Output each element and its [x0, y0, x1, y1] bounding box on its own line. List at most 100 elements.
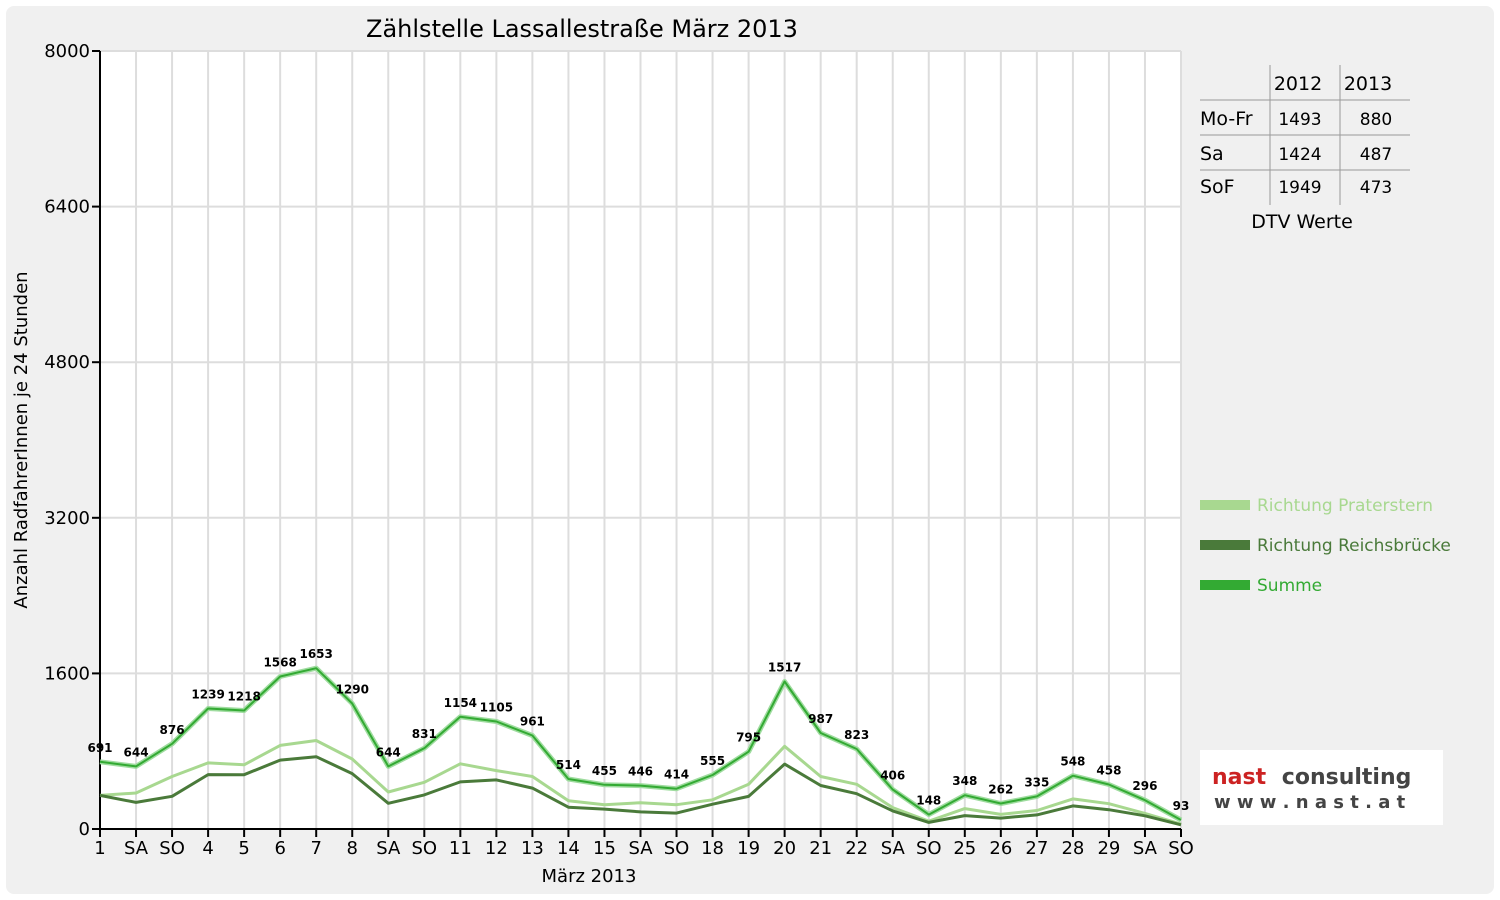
x-tick-label: 14 [557, 838, 580, 859]
dtv-cell: 487 [1360, 145, 1392, 165]
data-label: 93 [1173, 799, 1190, 813]
x-tick-label: 22 [845, 838, 868, 859]
y-tick-label: 0 [79, 819, 90, 840]
x-tick-label: 26 [989, 838, 1012, 859]
data-label: 1568 [263, 656, 296, 670]
x-tick-label: 8 [347, 838, 358, 859]
legend-label-summe: Summe [1257, 576, 1322, 596]
series-lines [99, 665, 1183, 827]
data-label: 1154 [444, 696, 477, 710]
data-label: 1105 [480, 701, 513, 715]
x-tick-label: 4 [202, 838, 213, 859]
x-tick-label: SA [124, 838, 149, 859]
legend: Richtung Praterstern Richtung Reichsbrüc… [1200, 496, 1451, 596]
data-label: 795 [736, 731, 761, 745]
data-label: 644 [124, 745, 149, 759]
x-tick-label: 19 [737, 838, 760, 859]
data-label: 335 [1024, 775, 1049, 789]
data-label: 458 [1096, 763, 1121, 777]
data-label: 296 [1132, 779, 1157, 793]
x-tick-label: 7 [310, 838, 321, 859]
logo-url: w w w . n a s t . a t [1214, 792, 1406, 813]
data-label: 348 [952, 774, 977, 788]
data-label: 514 [556, 758, 581, 772]
dtv-header-2013: 2013 [1344, 73, 1392, 95]
logo-word-consulting: consulting [1282, 765, 1412, 790]
dtv-caption: DTV Werte [1251, 211, 1353, 233]
legend-label-praterstern: Richtung Praterstern [1257, 496, 1433, 516]
dtv-header-2012: 2012 [1274, 73, 1322, 95]
data-label: 1290 [336, 683, 369, 697]
x-tick-label: SA [628, 838, 653, 859]
y-axis-ticks: 0 1600 3200 4800 6400 8000 [44, 41, 100, 840]
x-tick-label: SO [159, 838, 185, 859]
series-line-1 [99, 755, 1182, 827]
x-tick-label: 11 [449, 838, 472, 859]
x-tick-label: 21 [809, 838, 832, 859]
data-label: 262 [988, 783, 1013, 797]
x-tick-label: SA [376, 838, 401, 859]
data-label: 876 [160, 723, 185, 737]
dtv-cell: 1949 [1278, 178, 1321, 198]
dtv-cell: 1424 [1278, 145, 1321, 165]
x-tick-label: 1 [94, 838, 105, 859]
x-tick-label: 27 [1025, 838, 1048, 859]
data-label: 823 [844, 728, 869, 742]
x-tick-label: SA [881, 838, 906, 859]
data-label: 446 [628, 765, 653, 779]
dtv-cell: 880 [1360, 110, 1392, 130]
dtv-row-label: Sa [1200, 143, 1224, 165]
y-tick-label: 6400 [44, 197, 90, 218]
data-label: 831 [412, 727, 437, 741]
x-tick-label: SO [916, 838, 942, 859]
data-label: 148 [916, 794, 941, 808]
dtv-row-label: SoF [1200, 176, 1235, 198]
y-tick-label: 4800 [44, 352, 90, 373]
data-label: 987 [808, 712, 833, 726]
x-tick-label: 29 [1097, 838, 1120, 859]
legend-swatch-summe [1200, 580, 1250, 590]
legend-swatch-reichsbruecke [1200, 540, 1250, 550]
dtv-row-label: Mo-Fr [1200, 108, 1253, 130]
y-tick-label: 1600 [44, 663, 90, 684]
x-axis-label: März 2013 [542, 866, 637, 887]
series-line-0 [99, 739, 1182, 826]
dtv-cell: 1493 [1278, 110, 1321, 130]
data-label: 691 [87, 741, 112, 755]
x-tick-label: SO [664, 838, 690, 859]
y-tick-label: 3200 [44, 508, 90, 529]
chart-title: Zählstelle Lassallestraße März 2013 [366, 15, 798, 43]
data-label: 644 [376, 745, 401, 759]
y-tick-label: 8000 [44, 41, 90, 62]
data-label: 1517 [768, 660, 801, 674]
series-line-2 [99, 667, 1182, 821]
grid-lines [100, 50, 1182, 829]
data-label: 406 [880, 769, 905, 783]
data-label: 1218 [227, 690, 260, 704]
data-label: 961 [520, 715, 545, 729]
legend-swatch-praterstern [1200, 500, 1250, 510]
data-label: 414 [664, 768, 689, 782]
x-axis-ticks: 1 SA SO 4 5 6 7 8 SA SO 11 12 13 14 15 SA SO 18 19 20 21 22 SA… [94, 829, 1194, 859]
x-tick-label: SO [1168, 838, 1194, 859]
x-tick-label: 18 [701, 838, 724, 859]
data-label: 1239 [191, 688, 224, 702]
x-tick-label: 12 [485, 838, 508, 859]
legend-label-reichsbruecke: Richtung Reichsbrücke [1257, 536, 1451, 556]
logo-word-nast: nast [1212, 765, 1267, 790]
nast-consulting-logo: nast consulting w w w . n a s t . a t [1200, 750, 1443, 825]
x-tick-label: 5 [238, 838, 249, 859]
dtv-cell: 473 [1360, 178, 1392, 198]
data-label: 548 [1060, 755, 1085, 769]
x-tick-label: 15 [593, 838, 616, 859]
x-tick-label: SO [412, 838, 438, 859]
dtv-table: 2012 2013 Mo-Fr 1493 880 Sa 1424 487 SoF… [1200, 65, 1410, 233]
data-label: 555 [700, 754, 725, 768]
x-tick-label: 25 [953, 838, 976, 859]
y-axis-label: Anzahl RadfahrerInnen je 24 Stunden [11, 271, 32, 608]
x-tick-label: SA [1133, 838, 1158, 859]
x-tick-label: 13 [521, 838, 544, 859]
svg-text:nast consulting: nast consulting [1212, 765, 1411, 790]
x-tick-label: 28 [1061, 838, 1084, 859]
